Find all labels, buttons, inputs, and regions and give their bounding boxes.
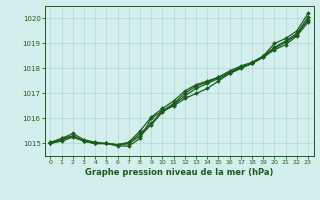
X-axis label: Graphe pression niveau de la mer (hPa): Graphe pression niveau de la mer (hPa): [85, 168, 273, 177]
